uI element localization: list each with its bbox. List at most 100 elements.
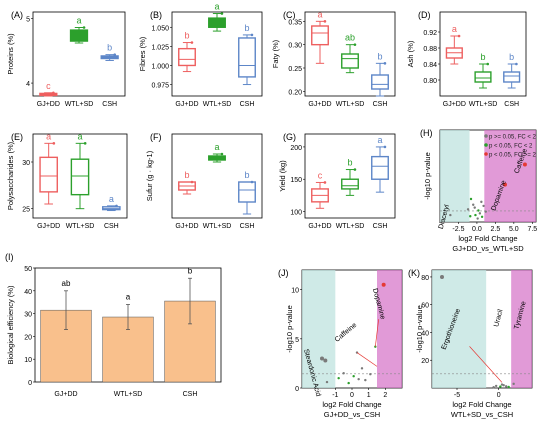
y-tick-label-I: 0 xyxy=(28,380,32,387)
volcano-point xyxy=(320,356,324,361)
volcano-point xyxy=(323,358,328,363)
box-D xyxy=(503,71,521,83)
x-tick-label-C: GJ+DD xyxy=(308,101,331,108)
legend-marker xyxy=(484,152,488,156)
box-C xyxy=(371,74,389,90)
annotation-caffeine: Caffeine xyxy=(334,322,358,344)
volcano-point xyxy=(476,217,479,220)
volcano-point xyxy=(507,385,510,389)
y-tick-label-A: 5 xyxy=(26,16,30,23)
y-tick-label-D: 0.84 xyxy=(423,62,437,69)
y-axis-label-E: Polysaccharides (%) xyxy=(6,141,15,210)
box-B xyxy=(238,37,256,78)
y-tick-label-C: 0.25 xyxy=(288,66,302,73)
volcano-point xyxy=(369,373,372,376)
x-tick-label-D: CSH xyxy=(504,101,519,108)
box-G xyxy=(341,178,359,190)
significance-letter-F: b xyxy=(244,170,249,180)
x-tick-label-D: WTL+SD xyxy=(469,101,498,108)
x-tick-label-I: GJ+DD xyxy=(54,391,77,398)
volcano-point xyxy=(472,203,475,206)
x-tick-label-I: CSH xyxy=(183,391,198,398)
x-axis-label-H: log2 Fold Change xyxy=(458,234,517,243)
volcano-point xyxy=(466,208,470,211)
x-tick-label-H: 0.0 xyxy=(472,226,482,233)
legend-marker xyxy=(484,143,488,147)
volcano-point xyxy=(374,345,377,348)
box-B xyxy=(178,47,196,67)
panel-label-E: (E) xyxy=(11,132,23,142)
significance-letter-D: a xyxy=(452,24,457,34)
significance-letter-D: b xyxy=(480,52,485,62)
panel-label-C: (C) xyxy=(283,10,296,20)
x-tick-label-C: CSH xyxy=(373,101,388,108)
x-tick-label-I: WTL+SD xyxy=(114,391,143,398)
x-tick-label-G: CSH xyxy=(373,223,388,230)
volcano-point xyxy=(360,367,364,370)
volcano-point xyxy=(469,197,473,201)
y-tick-label-J: 0 xyxy=(295,386,299,393)
significance-letter-E: a xyxy=(46,131,51,141)
y-tick-label-K: 80 xyxy=(421,275,429,282)
x-tick-label-F: CSH xyxy=(240,223,255,230)
y-tick-label-B: 1.000 xyxy=(151,63,169,70)
y-tick-label-I: 40 xyxy=(24,289,32,296)
y-tick-label-I: 10 xyxy=(24,357,32,364)
plot-frame-C xyxy=(304,11,396,97)
panel-label-I: (I) xyxy=(5,252,14,262)
volcano-point xyxy=(480,215,484,219)
y-axis-label-F: Sufur (g · kg-1) xyxy=(145,150,154,201)
x-tick-label-E: WTL+SD xyxy=(66,223,95,230)
annotation-arrow xyxy=(469,346,503,383)
x-tick-label-H: 5.0 xyxy=(509,226,519,233)
data-point xyxy=(190,41,194,44)
significance-letter-F: b xyxy=(184,170,189,180)
panel-label-A: (A) xyxy=(11,10,23,20)
x-tick-label-H: -2.5 xyxy=(452,226,464,233)
annotation-uracil: Uracil xyxy=(493,308,505,328)
y-tick-label-C: 0.20 xyxy=(288,89,302,96)
significance-letter-C: b xyxy=(377,51,382,61)
data-point xyxy=(52,142,56,145)
annotation-arrow xyxy=(374,319,380,347)
box-C xyxy=(341,53,359,69)
box-A xyxy=(69,29,89,42)
data-point xyxy=(353,43,357,46)
up-region xyxy=(511,270,532,388)
down-region xyxy=(432,270,487,388)
plot-frame-B xyxy=(171,11,263,97)
volcano-point xyxy=(502,182,507,187)
x-tick-label-A: WTL+SD xyxy=(65,101,94,108)
annotation-arrow xyxy=(356,352,378,367)
panel-label-F: (F) xyxy=(150,132,162,142)
volcano-point xyxy=(364,378,367,382)
data-point xyxy=(250,33,254,37)
significance-letter-E: a xyxy=(77,131,82,141)
y-tick-label-I: 20 xyxy=(24,334,32,341)
y-tick-label-K: 60 xyxy=(421,303,429,310)
x-tick-label-G: WTL+SD xyxy=(336,223,365,230)
y-tick-label-E: 25 xyxy=(22,207,30,214)
data-point xyxy=(115,204,118,208)
x-tick-label-F: GJ+DD xyxy=(175,223,198,230)
data-point xyxy=(190,180,194,184)
significance-letter-B: b xyxy=(184,31,189,41)
x-tick-label-J: 2 xyxy=(383,392,387,399)
significance-letter-D: b xyxy=(509,52,514,62)
y-tick-label-J: 5 xyxy=(295,337,299,344)
volcano-point xyxy=(449,213,452,217)
volcano-point xyxy=(482,204,485,208)
y-tick-label-G: 100 xyxy=(290,210,302,217)
y-tick-label-A: 4 xyxy=(26,81,30,88)
y-tick-label-I: 50 xyxy=(24,266,32,273)
y-tick-label-B: 1.050 xyxy=(151,25,169,32)
volcano-point xyxy=(504,385,508,388)
x-tick-label-F: WTL+SD xyxy=(203,223,232,230)
y-tick-label-E: 30 xyxy=(22,160,30,167)
x-tick-label-A: GJ+DD xyxy=(37,101,60,108)
x-tick-label-J: 0 xyxy=(350,392,354,399)
volcano-point xyxy=(381,282,386,287)
box-G xyxy=(371,155,389,180)
significance-letter-G: c xyxy=(318,170,323,180)
